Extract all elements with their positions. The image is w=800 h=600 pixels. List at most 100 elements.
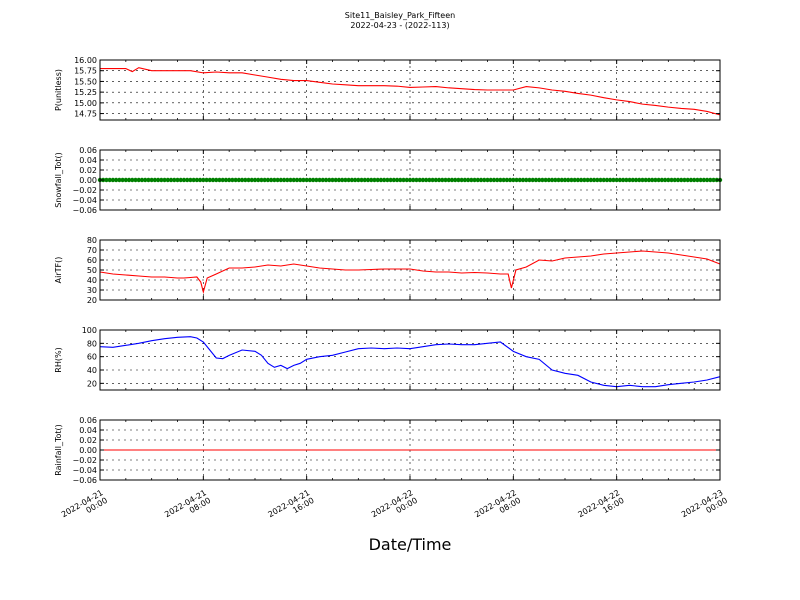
data-point <box>585 177 590 183</box>
series-line <box>100 67 721 116</box>
data-point <box>485 177 490 183</box>
data-point <box>572 177 577 183</box>
data-point <box>656 177 661 183</box>
data-point <box>207 177 212 183</box>
data-point <box>417 177 422 183</box>
y-tick-label: 0.00 <box>79 446 97 455</box>
y-tick-label: 20 <box>87 379 97 388</box>
data-point <box>239 177 245 183</box>
data-point <box>669 177 674 183</box>
data-point <box>375 177 380 183</box>
data-point <box>110 177 116 183</box>
x-tick-label: 2022-04-2116:00 <box>266 488 315 527</box>
series-line <box>99 250 721 295</box>
data-point <box>582 177 587 183</box>
data-point <box>546 177 552 183</box>
data-point <box>630 177 636 183</box>
data-point <box>449 177 455 183</box>
data-point <box>549 177 555 183</box>
data-point <box>501 177 506 183</box>
data-point <box>708 177 713 183</box>
data-point <box>601 177 606 183</box>
data-point <box>333 177 338 183</box>
y-tick-label: 0.04 <box>79 426 97 435</box>
data-point <box>391 177 397 183</box>
data-point <box>369 177 374 183</box>
data-point <box>201 177 206 183</box>
data-point <box>543 177 548 183</box>
series-line <box>99 336 721 388</box>
data-point <box>223 177 229 183</box>
chart-subtitle: 2022-04-23 - (2022-113) <box>350 21 450 30</box>
data-point <box>356 177 361 183</box>
y-tick-label: 20 <box>87 296 97 305</box>
subplot-5: 0.060.040.020.00−0.02−0.04−0.06 Rainfall_… <box>54 416 721 485</box>
y-tick-label: 15.50 <box>74 77 97 86</box>
data-point <box>446 177 451 183</box>
data-point <box>230 177 235 183</box>
data-point <box>204 177 209 183</box>
y-tick-label: 0.00 <box>79 176 97 185</box>
y-tick-label: 100 <box>82 326 97 335</box>
data-point <box>604 177 610 183</box>
y-tick-label: −0.02 <box>72 456 97 465</box>
x-tick-label: 2022-04-2216:00 <box>576 488 625 527</box>
data-point <box>611 177 616 183</box>
data-point <box>614 177 619 183</box>
data-point <box>262 177 267 183</box>
x-tick-labels: 2022-04-2100:00 2022-04-2108:00 2022-04-21… <box>60 488 729 527</box>
data-point <box>494 177 500 183</box>
data-point <box>362 177 367 183</box>
data-point <box>488 177 493 183</box>
data-point <box>394 177 400 183</box>
data-point <box>462 177 468 183</box>
y-tick-label: −0.04 <box>72 466 97 475</box>
x-axis-label: Date/Time <box>369 535 452 554</box>
data-point <box>685 177 690 183</box>
data-point <box>120 177 125 183</box>
data-point <box>143 177 148 183</box>
y-tick-label: 0.04 <box>79 156 97 165</box>
data-point <box>136 177 141 183</box>
data-point <box>711 177 716 183</box>
data-point <box>378 177 384 183</box>
data-point <box>520 177 526 183</box>
data-point <box>401 177 406 183</box>
data-point <box>330 177 335 183</box>
y-tick-label: 0.06 <box>79 416 97 425</box>
subplot-4: 100 80 60 40 20 RH(%) <box>54 326 721 391</box>
data-point <box>256 177 261 183</box>
data-point <box>123 177 129 183</box>
data-point <box>443 177 448 183</box>
data-point <box>411 177 416 183</box>
data-point <box>695 177 700 183</box>
series-markers <box>97 177 723 183</box>
data-point <box>404 177 409 183</box>
data-point <box>288 177 293 183</box>
data-point <box>672 177 677 183</box>
data-point <box>617 177 623 183</box>
data-point <box>627 177 632 183</box>
x-tick-label: 2022-04-2100:00 <box>60 488 109 527</box>
y-tick-label: 0.02 <box>79 166 97 175</box>
data-point <box>524 177 529 183</box>
data-point <box>388 177 393 183</box>
y-tick-label: 40 <box>87 366 97 375</box>
data-point <box>704 177 710 183</box>
data-point <box>217 177 222 183</box>
data-point <box>507 177 513 183</box>
data-point <box>162 177 167 183</box>
data-point <box>517 177 522 183</box>
data-point <box>679 177 684 183</box>
data-point <box>275 177 280 183</box>
y-axis-label: P(unitless) <box>54 69 63 111</box>
data-point <box>146 177 151 183</box>
x-tick-label: 2022-04-2300:00 <box>680 488 729 527</box>
y-tick-label: 40 <box>87 276 97 285</box>
data-point <box>220 177 225 183</box>
data-point <box>436 177 442 183</box>
data-point <box>172 177 177 183</box>
data-point <box>339 177 345 183</box>
data-point <box>701 177 707 183</box>
